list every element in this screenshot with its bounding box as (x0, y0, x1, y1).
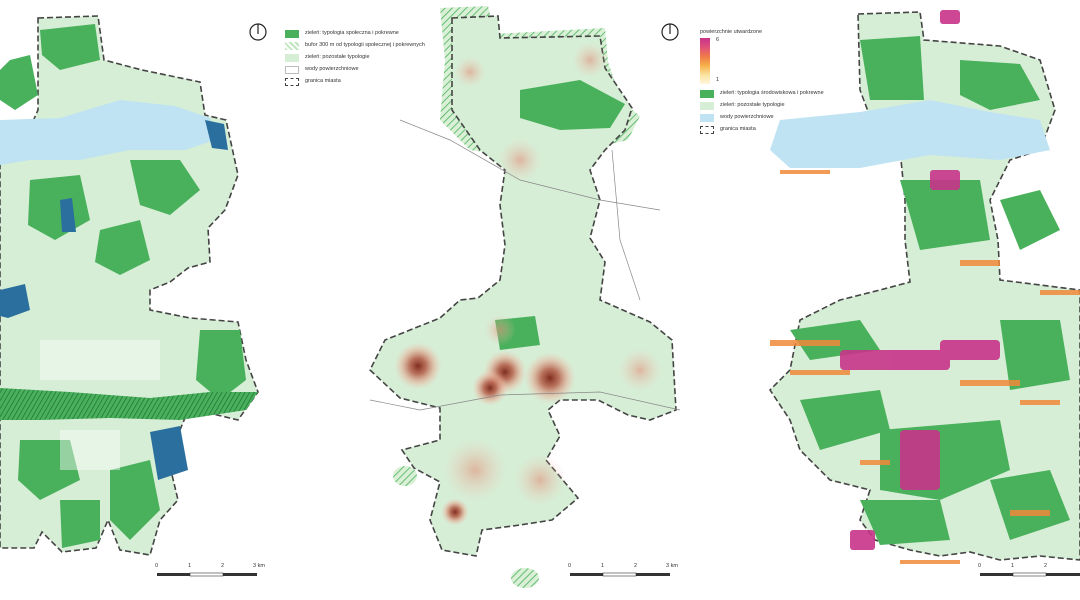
map-1-urban (40, 340, 160, 470)
map-2-city-area (369, 15, 677, 557)
scale-tick-label: 3 km (666, 563, 678, 569)
map-3-impervious (768, 10, 1080, 564)
legend-label: wody powierzchniowe (720, 113, 774, 120)
map-1-buffer-band (0, 388, 258, 420)
legend-swatch (285, 54, 299, 62)
ramp-max: 6 (716, 36, 720, 43)
legend-map-1: zieleń: typologia społeczna i pokrewne b… (285, 28, 425, 88)
scale-tick-label: 1 (188, 563, 192, 569)
map-1-social-green (0, 15, 259, 556)
north-arrow-icon (661, 23, 679, 41)
ramp-min: 1 (716, 77, 720, 83)
scale-tick-label: 2 (634, 563, 638, 569)
legend-label: granica miasta (720, 125, 756, 132)
legend-swatch (700, 113, 714, 122)
map-1-lake (0, 100, 215, 165)
scale-tick-label: 2 (1044, 563, 1048, 569)
impervious-ramp (700, 37, 710, 84)
map-2-outlier (393, 466, 417, 486)
scale-tick-label: 1 (601, 563, 605, 569)
legend-item: granica miasta (285, 76, 425, 88)
map-2-heat (369, 6, 681, 588)
legend-swatch (700, 89, 714, 98)
north-arrow-icon (249, 23, 267, 41)
scale-tick-label: 3 km (253, 563, 265, 569)
scale-tick-label: 0 (568, 563, 572, 569)
ramp-title: powierzchnie utwardzone (700, 29, 763, 35)
map-3-impervious-core (840, 10, 1000, 550)
legend-label: zieleń: pozostałe typologie (720, 101, 785, 108)
scale-tick-label: 0 (155, 563, 159, 569)
legend-swatch (285, 78, 299, 86)
ramp-labels: 6 1 (716, 36, 720, 84)
legend-label: zieleń: typologia społeczna i pokrewne (305, 30, 399, 37)
legend-swatch (285, 42, 299, 50)
legend-item: granica miasta (700, 124, 824, 136)
map-2-forest (520, 80, 625, 130)
ramp-box: 6 1 (700, 36, 824, 84)
map-3-impervious-speckle (770, 170, 1080, 564)
legend-label: zieleń: typologia środowiskowa i pokrewn… (720, 89, 824, 96)
legend-label: wody powierzchniowe (305, 66, 359, 73)
map-2-outlier-2 (511, 568, 539, 588)
map-2-roads (369, 119, 681, 411)
scale-tick-label: 1 (1011, 563, 1015, 569)
map-1-dark-water (0, 120, 228, 480)
scale-tick-label: 0 (978, 563, 982, 569)
legend-label: bufor 300 m od typologii społecznej i po… (305, 42, 425, 49)
scale-bar-2 (570, 572, 670, 577)
map-2-heat-blobs (394, 42, 662, 526)
scale-tick-label: 2 (221, 563, 225, 569)
legend-label: zieleń: pozostałe typologie (305, 54, 370, 61)
legend-item: wody powierzchniowe (285, 64, 425, 76)
scale-bar-1 (157, 572, 257, 577)
legend-swatch (700, 101, 714, 110)
legend-swatch (285, 66, 299, 74)
legend-item: zieleń: pozostałe typologie (285, 52, 425, 64)
scale-bar-3 (980, 572, 1080, 577)
legend-swatch (285, 30, 299, 38)
legend-item: zieleń: pozostałe typologie (700, 100, 824, 112)
legend-label: granica miasta (305, 78, 341, 85)
legend-item: zieleń: typologia społeczna i pokrewne (285, 28, 425, 40)
legend-map-2: powierzchnie utwardzone 6 1 zieleń: typo… (700, 29, 824, 136)
map-3-lake (770, 100, 1050, 168)
legend-item: wody powierzchniowe (700, 112, 824, 124)
legend-item: bufor 300 m od typologii społecznej i po… (285, 40, 425, 52)
legend-item: zieleń: typologia środowiskowa i pokrewn… (700, 88, 824, 100)
legend-swatch (700, 125, 714, 134)
